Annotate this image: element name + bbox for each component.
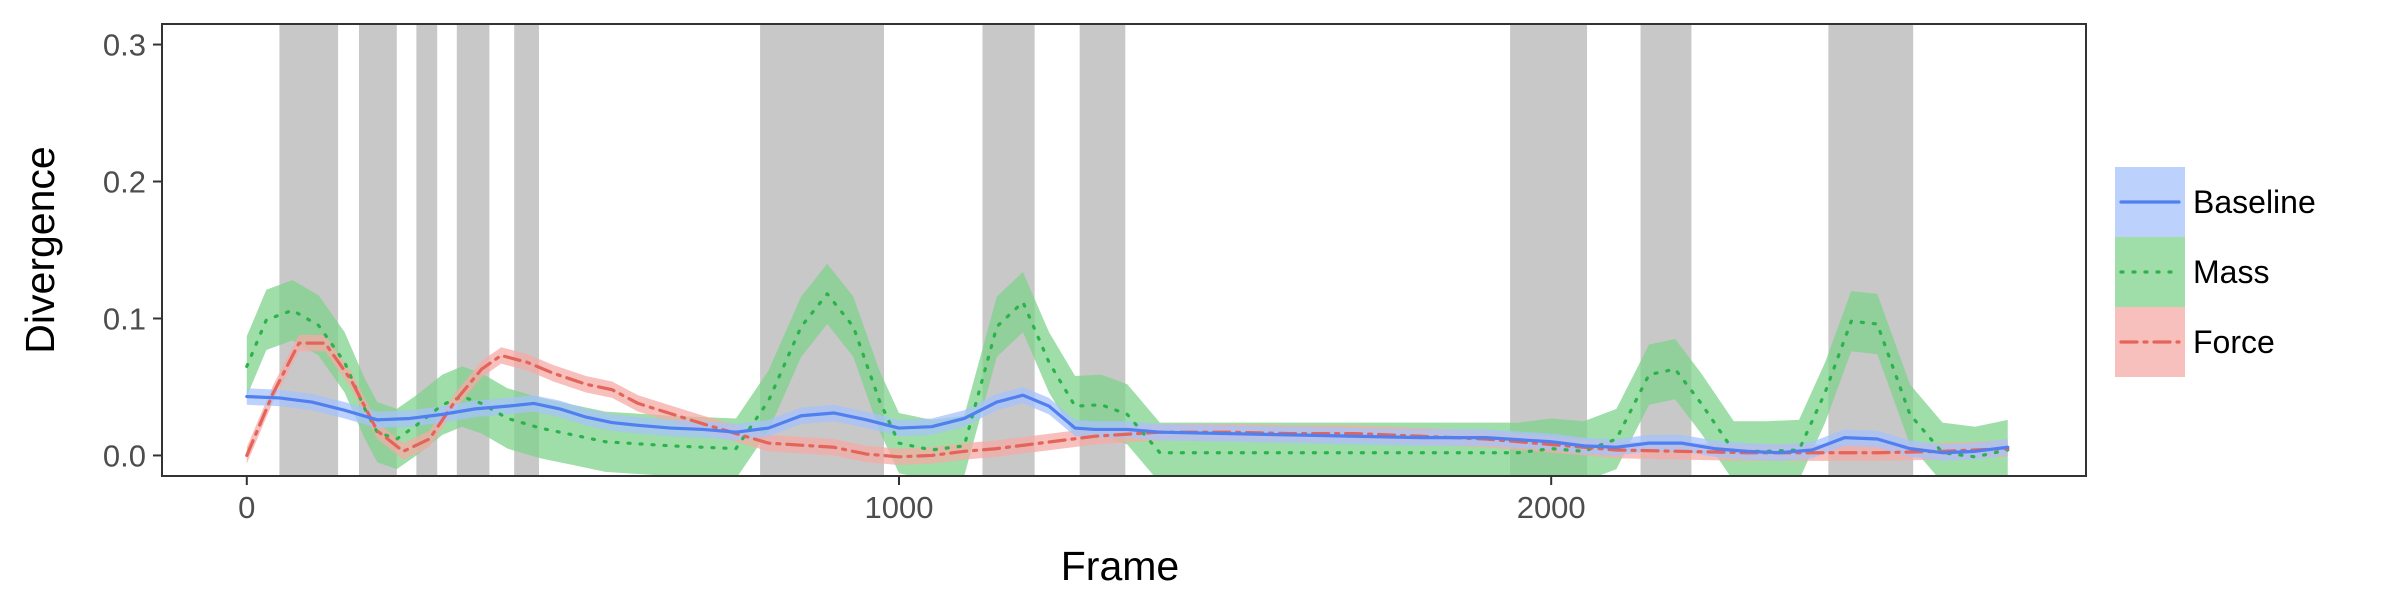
legend-item-mass: Mass [2115, 237, 2269, 307]
y-tick-label: 0.2 [103, 165, 146, 200]
y-axis-title: Divergence [17, 146, 63, 353]
legend-item-force: Force [2115, 307, 2275, 377]
y-tick-label: 0.3 [103, 28, 146, 63]
y-tick-label: 0.0 [103, 438, 146, 473]
y-tick-label: 0.1 [103, 301, 146, 336]
series-lines [245, 292, 2010, 459]
legend-label-force: Force [2193, 324, 2275, 360]
x-tick-label: 0 [238, 490, 255, 525]
legend-label-mass: Mass [2193, 254, 2269, 290]
x-tick-label: 1000 [865, 490, 934, 525]
legend-item-baseline: Baseline [2115, 167, 2316, 237]
shaded-region [1510, 24, 1588, 476]
legend: Baseline Mass Force [2115, 167, 2316, 377]
legend-key-mass [2115, 237, 2185, 307]
x-axis: 0 1000 2000 [238, 476, 1586, 525]
x-tick-label: 2000 [1517, 490, 1586, 525]
shaded-region [416, 24, 438, 476]
x-axis-title: Frame [1061, 543, 1179, 589]
baseline-series-line [245, 393, 2010, 455]
y-axis: 0.0 0.1 0.2 0.3 [103, 28, 162, 473]
legend-label-baseline: Baseline [2193, 184, 2316, 220]
plot-panel-border [161, 23, 2087, 477]
